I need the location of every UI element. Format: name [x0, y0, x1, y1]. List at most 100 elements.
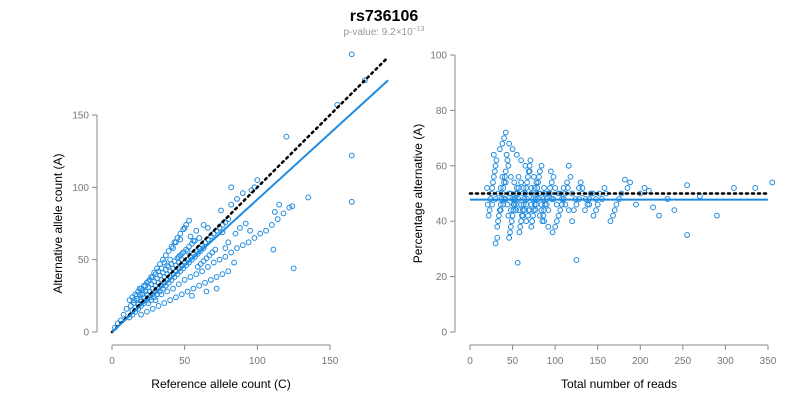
right-data-point [601, 185, 608, 191]
right-data-point [531, 201, 538, 208]
right-data-point [536, 168, 543, 175]
right-data-point [607, 218, 614, 225]
right-data-point [622, 176, 628, 183]
left-data-point [213, 285, 220, 292]
right-data-point [510, 201, 517, 208]
left-data-point [197, 248, 204, 254]
left-data-point [283, 133, 290, 140]
left-data-point [207, 277, 214, 283]
left-data-point [181, 277, 188, 283]
right-x-tick-label: 100 [547, 356, 564, 367]
right-data-point [534, 185, 541, 191]
left-y-tick-label: 0 [83, 328, 89, 339]
right-data-point [552, 185, 559, 191]
left-data-point [180, 226, 187, 233]
left-data-point [206, 252, 213, 259]
right-data-point [486, 207, 493, 214]
right-data-point [517, 223, 524, 230]
left-data-point [213, 274, 220, 280]
right-data-point [577, 179, 584, 186]
right-x-tick-label: 350 [760, 356, 777, 367]
left-data-point [280, 210, 287, 217]
right-data-point [539, 218, 546, 225]
right-data-point [508, 218, 515, 225]
right-data-point [549, 229, 556, 236]
right-data-point [500, 185, 507, 191]
right-data-point [502, 179, 509, 186]
left-data-point [138, 311, 144, 318]
left-data-point [133, 292, 140, 299]
right-data-point [497, 185, 504, 191]
left-data-point [174, 235, 181, 241]
right-data-point [484, 201, 491, 208]
right-data-point [522, 162, 529, 169]
right-data-point [484, 185, 490, 191]
left-data-point [155, 303, 162, 309]
left-data-point [189, 240, 195, 247]
right-data-point [516, 207, 523, 214]
left-data-point [145, 300, 152, 306]
right-y-tick-label: 40 [436, 217, 448, 228]
right-x-tick-label: 200 [632, 356, 649, 367]
right-data-point [491, 168, 498, 175]
right-data-point [645, 187, 652, 194]
right-data-point [562, 201, 569, 208]
left-data-point [199, 268, 206, 275]
left-data-point [270, 246, 277, 253]
right-data-point [541, 185, 547, 191]
right-data-point [519, 207, 526, 214]
right-data-point [590, 212, 597, 219]
left-data-point [159, 256, 166, 263]
right-data-point [485, 212, 492, 219]
right-data-point [528, 223, 535, 230]
right-data-point [509, 146, 516, 153]
subtitle-prefix: p-value: 9.2×10 [343, 27, 413, 38]
right-data-point [650, 204, 656, 211]
left-data-point [263, 227, 269, 234]
right-data-point [536, 173, 542, 180]
right-x-tick-label: 300 [717, 356, 734, 367]
left-data-point [203, 288, 210, 295]
left-data-point [189, 292, 195, 299]
chart-subtitle: p-value: 9.2×10−13 [343, 26, 424, 38]
left-data-point [219, 271, 226, 278]
left-data-point [165, 248, 172, 254]
left-data-point [187, 233, 194, 240]
right-data-point [541, 218, 547, 225]
right-data-point [538, 162, 545, 169]
left-data-point [184, 288, 191, 295]
right-data-point [542, 201, 548, 208]
left-data-point [203, 255, 210, 262]
right-data-point [533, 201, 540, 208]
left-data-point [143, 308, 150, 315]
left-data-point [167, 297, 174, 304]
left-data-point [142, 282, 149, 289]
left-y-axis-label: Alternative allele count (A) [51, 153, 65, 293]
right-data-point [490, 151, 497, 158]
right-data-point [593, 207, 599, 214]
right-y-tick-label: 80 [436, 106, 448, 117]
right-data-point [505, 212, 512, 219]
left-data-point [271, 209, 278, 215]
left-data-point [361, 77, 368, 84]
left-reference-line [110, 55, 390, 334]
right-x-tick-label: 0 [467, 356, 473, 367]
left-data-point [200, 258, 207, 265]
left-data-point [239, 190, 246, 197]
left-data-point [148, 297, 155, 304]
right-data-point [509, 212, 516, 219]
right-data-point [613, 201, 620, 208]
right-data-point [496, 146, 503, 153]
left-data-point [200, 245, 207, 251]
right-data-point [499, 140, 506, 147]
right-data-point [504, 201, 511, 208]
right-data-point [520, 201, 527, 208]
left-data-point [222, 253, 229, 260]
left-data-point [257, 230, 264, 237]
left-data-point [197, 261, 204, 267]
right-data-point [490, 173, 497, 180]
left-data-point [251, 235, 258, 241]
left-data-point [190, 285, 197, 292]
left-data-point [212, 246, 219, 253]
right-data-point [731, 185, 737, 191]
